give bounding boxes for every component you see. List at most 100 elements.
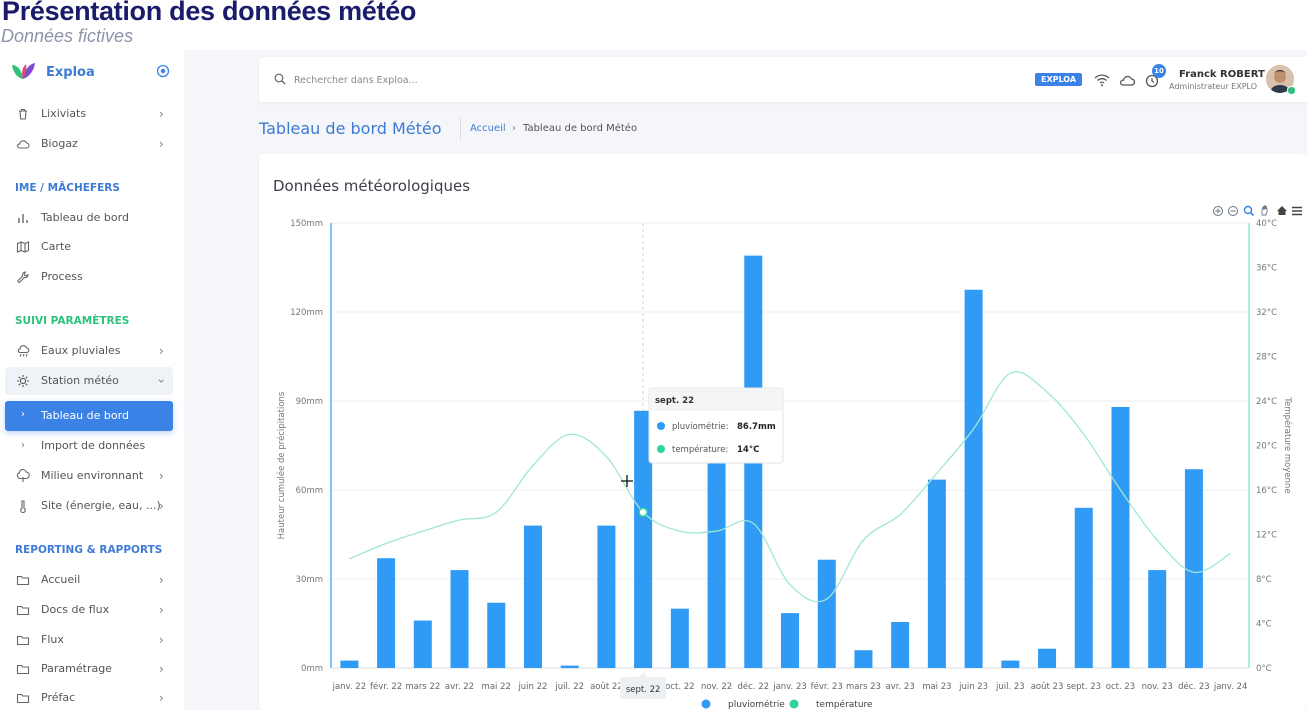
- bar-pluviometrie[interactable]: [891, 622, 910, 668]
- sidebar-item-label: Docs de flux: [41, 603, 110, 616]
- legend-marker[interactable]: [701, 699, 711, 709]
- page-subheading: Données fictives: [1, 26, 134, 46]
- sidebar-item-tableau-de-bord-meteo[interactable]: › Tableau de bord: [5, 401, 173, 431]
- sidebar-item-site[interactable]: Site (énergie, eau, ...) ›: [0, 492, 184, 520]
- y-right-tick-label: 4°C: [1256, 620, 1272, 630]
- bar-pluviometrie[interactable]: [487, 602, 506, 668]
- notification-count-badge: 10: [1152, 64, 1166, 78]
- line-temperature[interactable]: [349, 371, 1231, 603]
- bar-pluviometrie[interactable]: [523, 525, 542, 668]
- sidebar-item-label: Accueil: [41, 573, 81, 586]
- sidebar-item-milieu-environnant[interactable]: Milieu environnant ›: [0, 462, 184, 490]
- bar-pluviometrie[interactable]: [1111, 406, 1130, 668]
- sidebar-item-tableau-de-bord-ime[interactable]: Tableau de bord: [0, 204, 184, 232]
- tenant-badge[interactable]: EXPLOA: [1035, 73, 1083, 86]
- chevron-right-icon: ›: [159, 691, 164, 705]
- bar-pluviometrie[interactable]: [781, 613, 799, 668]
- pan-hand-icon[interactable]: [1261, 204, 1268, 216]
- magnifier-zoom-icon[interactable]: [1243, 205, 1255, 217]
- bar-pluviometrie[interactable]: [1148, 570, 1167, 668]
- tooltip-marker: [657, 422, 665, 430]
- y-tick-label: 0mm: [301, 664, 323, 674]
- chevron-right-icon: ›: [21, 409, 25, 420]
- sidebar-item-eaux-pluviales[interactable]: Eaux pluviales ›: [0, 337, 184, 365]
- temperature-point-marker[interactable]: [638, 507, 648, 517]
- y-tick-label: 150mm: [290, 219, 323, 229]
- app-window: Exploa Lixiviats › Biogaz › IME / MÂCHEF…: [0, 50, 1307, 710]
- y-tick-label: 30mm: [296, 575, 323, 585]
- folder-icon: [16, 605, 30, 616]
- y-right-axis-title: Température moyenne: [1282, 396, 1293, 493]
- bar-pluviometrie[interactable]: [597, 525, 616, 668]
- folder-icon: [16, 575, 30, 586]
- sidebar-item-parametrage[interactable]: Paramétrage ›: [0, 655, 184, 683]
- chevron-right-icon: ›: [159, 633, 164, 647]
- search-input[interactable]: [292, 71, 596, 89]
- sidebar-item-carte[interactable]: Carte: [0, 233, 184, 261]
- bar-pluviometrie[interactable]: [707, 454, 726, 668]
- sidebar-item-label: Tableau de bord: [41, 211, 129, 224]
- sidebar-item-accueil[interactable]: Accueil ›: [0, 566, 184, 594]
- legend-label[interactable]: pluviométrie: [728, 699, 785, 710]
- x-tick-label: juil. 23: [995, 682, 1025, 692]
- bar-pluviometrie[interactable]: [413, 620, 432, 668]
- bar-pluviometrie[interactable]: [964, 289, 983, 668]
- user-name[interactable]: Franck ROBERT: [1179, 69, 1265, 80]
- x-tick-label: déc. 23: [1178, 681, 1210, 692]
- bar-pluviometrie[interactable]: [817, 559, 836, 668]
- tree-icon: [16, 469, 30, 482]
- bar-chart-icon: [18, 214, 28, 223]
- bar-pluviometrie[interactable]: [1184, 469, 1203, 668]
- breadcrumb-current: Tableau de bord Météo: [523, 123, 638, 134]
- section-title-suivi: SUIVI PARAMÈTRES: [15, 315, 130, 327]
- sidebar-item-label: Milieu environnant: [41, 469, 144, 482]
- sidebar-item-lixiviats[interactable]: Lixiviats ›: [0, 100, 184, 128]
- crosshair-label: sept. 22: [626, 685, 661, 695]
- legend-marker[interactable]: [789, 699, 799, 709]
- bar-pluviometrie[interactable]: [670, 608, 689, 668]
- folder-icon: [16, 664, 30, 675]
- zoom-in-icon[interactable]: [1213, 206, 1223, 216]
- legend-label[interactable]: température: [816, 699, 873, 710]
- sidebar-item-import-donnees[interactable]: › Import de données: [0, 432, 184, 460]
- breadcrumb-home-link[interactable]: Accueil: [470, 123, 506, 134]
- x-tick-label: août 22: [590, 682, 623, 692]
- bar-pluviometrie[interactable]: [1001, 660, 1020, 668]
- sidebar-item-station-meteo[interactable]: Station météo ›: [5, 367, 173, 395]
- clock-icon[interactable]: [1143, 71, 1161, 89]
- zoom-out-icon[interactable]: [1228, 206, 1238, 216]
- y-right-tick-label: 28°C: [1256, 353, 1277, 363]
- cloud-icon[interactable]: [1118, 71, 1136, 89]
- pin-sidebar-icon[interactable]: [156, 64, 170, 78]
- menu-icon[interactable]: [1292, 206, 1302, 216]
- user-avatar-icon: [1266, 65, 1294, 93]
- y-tick-label: 90mm: [296, 397, 323, 407]
- x-tick-label: juil. 22: [554, 682, 584, 692]
- sidebar-item-biogaz[interactable]: Biogaz ›: [0, 130, 184, 158]
- sidebar-item-label: Flux: [41, 633, 64, 646]
- sidebar-item-label: Import de données: [41, 439, 146, 452]
- bar-pluviometrie[interactable]: [560, 665, 579, 668]
- weather-chart[interactable]: 0mm 30mm 60mm 90mm 120mm 150mm 0°C 4°C 8°C 12°C 16…: [259, 154, 1307, 710]
- reset-home-icon[interactable]: [1277, 206, 1287, 215]
- sidebar-item-label: Lixiviats: [41, 107, 87, 120]
- bar-pluviometrie[interactable]: [927, 479, 946, 668]
- bar-pluviometrie[interactable]: [450, 570, 469, 668]
- sidebar-item-flux[interactable]: Flux ›: [0, 626, 184, 654]
- chevron-right-icon: ›: [159, 469, 164, 483]
- bar-pluviometrie[interactable]: [854, 650, 873, 668]
- x-tick-label: août 23: [1031, 682, 1064, 692]
- avatar[interactable]: [1266, 65, 1294, 93]
- sidebar-item-label: Carte: [41, 240, 72, 253]
- wifi-icon[interactable]: [1093, 71, 1111, 89]
- sidebar-item-prefac[interactable]: Préfac ›: [0, 684, 184, 710]
- bar-pluviometrie[interactable]: [1074, 507, 1093, 668]
- sidebar-item-docs-de-flux[interactable]: Docs de flux ›: [0, 596, 184, 624]
- brand-name[interactable]: Exploa: [46, 65, 95, 80]
- sidebar: Exploa Lixiviats › Biogaz › IME / MÂCHEF…: [0, 50, 184, 710]
- bar-pluviometrie[interactable]: [377, 558, 396, 668]
- bar-pluviometrie[interactable]: [1038, 648, 1057, 668]
- bar-pluviometrie[interactable]: [634, 410, 653, 668]
- sidebar-item-process[interactable]: Process: [0, 263, 184, 291]
- bar-pluviometrie[interactable]: [340, 660, 359, 668]
